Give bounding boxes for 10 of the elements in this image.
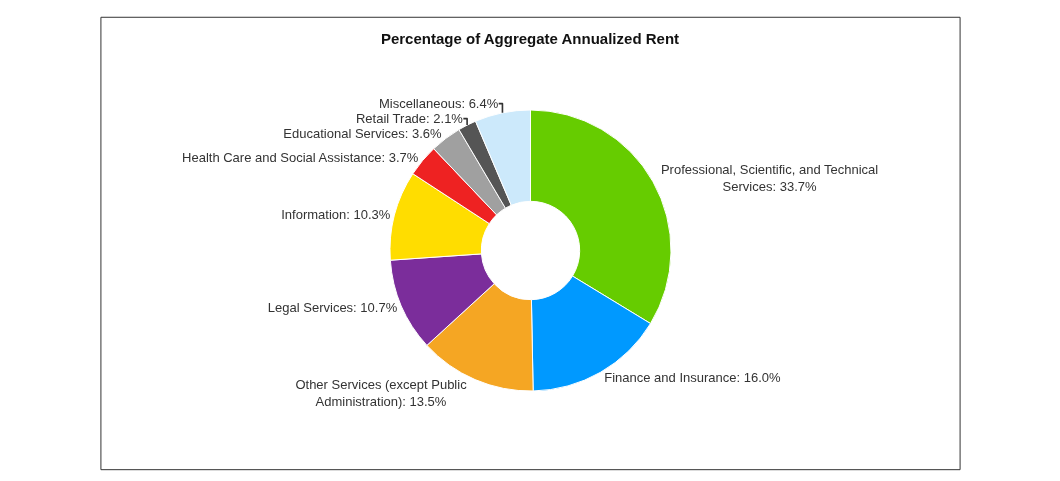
slice-label: Finance and Insurance: 16.0%	[604, 370, 782, 386]
slice-label: Educational Services: 3.6%	[283, 126, 443, 142]
slice-label: Legal Services: 10.7%	[267, 299, 398, 315]
slice-label: Information: 10.3%	[281, 207, 391, 223]
slice-label: Miscellaneous: 6.4%	[379, 96, 499, 112]
slice-label: Professional, Scientific, and Technical Services: 33.7%	[660, 161, 879, 194]
chart-title: Percentage of Aggregate Annualized Rent	[380, 30, 680, 48]
slice-label: Health Care and Social Assistance: 3.7%	[182, 150, 419, 166]
slice-label: Retail Trade: 2.1%	[355, 111, 464, 127]
slice-label: Other Services (except Public Administration): 13.5%	[295, 377, 468, 410]
